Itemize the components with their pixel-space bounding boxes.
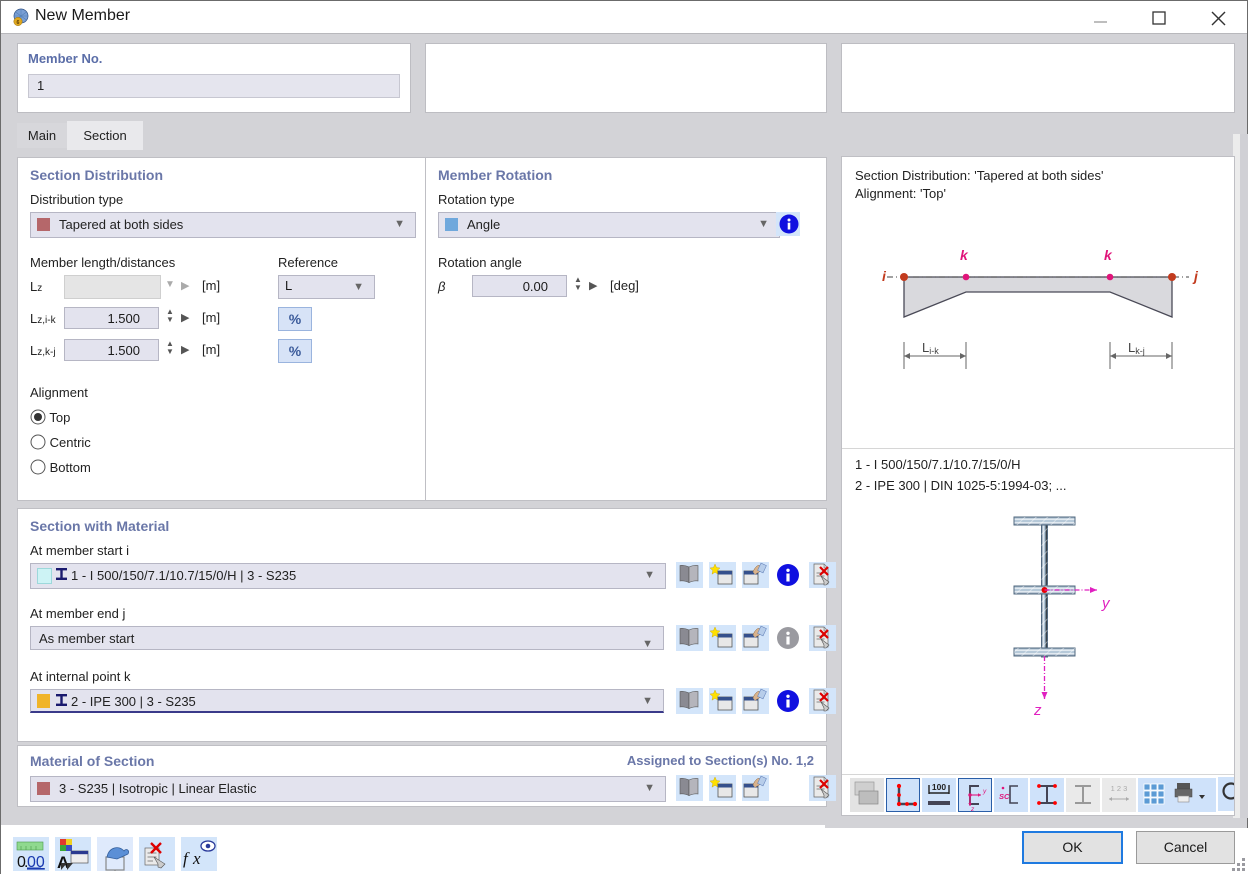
svg-text:k: k: [960, 247, 969, 263]
svg-text:y: y: [1101, 595, 1111, 612]
svg-text:f: f: [183, 849, 190, 868]
svg-text:y: y: [982, 788, 987, 795]
svg-text:j: j: [1192, 268, 1199, 284]
svg-text:z: z: [970, 806, 975, 813]
svg-text:SC: SC: [999, 792, 1010, 801]
svg-text:x: x: [192, 849, 201, 868]
svg-text:Li-k: Li-k: [922, 340, 939, 356]
svg-text:z: z: [1033, 702, 1042, 719]
svg-text:Lk-j: Lk-j: [1128, 340, 1145, 356]
svg-text:1 2 3: 1 2 3: [1111, 784, 1128, 793]
svg-text:6: 6: [17, 20, 20, 26]
svg-text:100: 100: [932, 782, 946, 792]
svg-text:i: i: [882, 268, 887, 284]
svg-text:k: k: [1104, 247, 1113, 263]
